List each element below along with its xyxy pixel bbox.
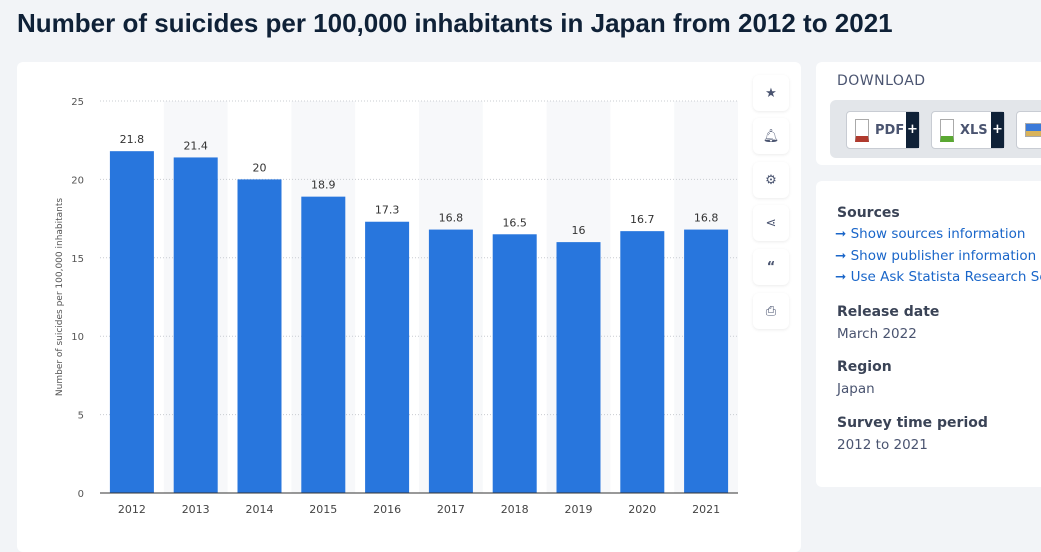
x-tick-label: 2020 [628, 503, 656, 516]
show-publisher-link[interactable]: ➞ Show publisher information [835, 248, 1037, 264]
share-icon: ⋖ [765, 215, 777, 231]
release-date-title: Release date [837, 304, 940, 320]
download-title: DOWNLOAD [837, 73, 926, 89]
link-text: Use Ask Statista Research Service [850, 269, 1041, 285]
y-tick-label: 5 [78, 411, 84, 422]
notification-button[interactable]: 🔔︎ [753, 118, 789, 154]
settings-button[interactable]: ⚙ [753, 162, 789, 198]
bar [365, 221, 410, 493]
x-tick-label: 2021 [692, 503, 720, 516]
x-tick-label: 2019 [565, 503, 593, 516]
y-tick-label: 25 [71, 97, 84, 108]
bar [620, 231, 665, 494]
pdf-file-icon [855, 118, 869, 142]
favorite-button[interactable]: ★ [753, 75, 789, 111]
share-button[interactable]: ⋖ [753, 205, 789, 241]
download-image-button[interactable] [1016, 111, 1041, 149]
ask-statista-link[interactable]: ➞ Use Ask Statista Research Service [835, 269, 1041, 285]
gear-icon: ⚙ [765, 172, 777, 188]
y-tick-label: 0 [78, 489, 84, 500]
xls-plus: + [991, 112, 1004, 148]
download-panel: DOWNLOAD PDF + XLS + [816, 62, 1041, 165]
bar [109, 151, 154, 493]
data-label: 21.4 [183, 139, 208, 152]
region-title: Region [837, 359, 892, 375]
period-title: Survey time period [837, 415, 988, 431]
link-text: Show sources information [850, 226, 1026, 242]
bar [301, 196, 346, 493]
data-label: 17.3 [375, 204, 400, 217]
bar-chart: 0 5 10 15 20 25 Number of suicides per 100,000… [55, 97, 738, 516]
data-label: 16.5 [502, 216, 527, 229]
data-label: 21.8 [120, 133, 145, 146]
release-date: March 2022 [837, 326, 917, 342]
link-text: Show publisher information [850, 248, 1037, 264]
x-tick-label: 2014 [246, 503, 274, 516]
data-label: 16.8 [694, 212, 719, 225]
sources-title: Sources [837, 205, 900, 221]
pdf-plus: + [906, 112, 919, 148]
image-icon [1025, 123, 1041, 137]
bar [556, 242, 601, 493]
x-tick-label: 2016 [373, 503, 401, 516]
bell-icon: 🔔︎ [762, 128, 780, 144]
bar [237, 179, 282, 493]
bar [173, 157, 218, 493]
download-pdf-button[interactable]: PDF + [846, 111, 920, 149]
page-title: Number of suicides per 100,000 inhabitan… [17, 8, 893, 38]
y-tick-label: 15 [71, 254, 84, 265]
x-tick-label: 2018 [501, 503, 529, 516]
bar [428, 229, 473, 494]
region: Japan [837, 381, 875, 397]
print-icon: ⎙ [765, 303, 777, 319]
data-label: 18.9 [311, 179, 336, 192]
bar [684, 229, 729, 494]
x-tick-label: 2013 [182, 503, 210, 516]
cite-button[interactable]: “ [753, 249, 789, 285]
data-label: 16 [572, 224, 586, 237]
x-tick-label: 2015 [309, 503, 337, 516]
quote-icon: “ [766, 259, 776, 275]
print-button[interactable]: ⎙ [753, 293, 789, 329]
star-icon: ★ [765, 85, 777, 101]
x-tick-label: 2017 [437, 503, 465, 516]
y-tick-label: 20 [71, 175, 84, 186]
info-panel: Sources ➞ Show sources information ➞ Sho… [816, 181, 1041, 487]
xls-label: XLS [960, 122, 988, 138]
data-label: 16.8 [439, 212, 464, 225]
bar [492, 234, 537, 493]
xls-file-icon [940, 118, 954, 142]
data-label: 20 [253, 161, 267, 174]
pdf-label: PDF [875, 122, 905, 138]
y-axis-label: Number of suicides per 100,000 inhabitan… [55, 198, 65, 396]
show-sources-link[interactable]: ➞ Show sources information [835, 226, 1026, 242]
y-tick-label: 10 [71, 332, 84, 343]
x-tick-label: 2012 [118, 503, 146, 516]
download-xls-button[interactable]: XLS + [931, 111, 1005, 149]
data-label: 16.7 [630, 213, 655, 226]
survey-period: 2012 to 2021 [837, 437, 928, 453]
